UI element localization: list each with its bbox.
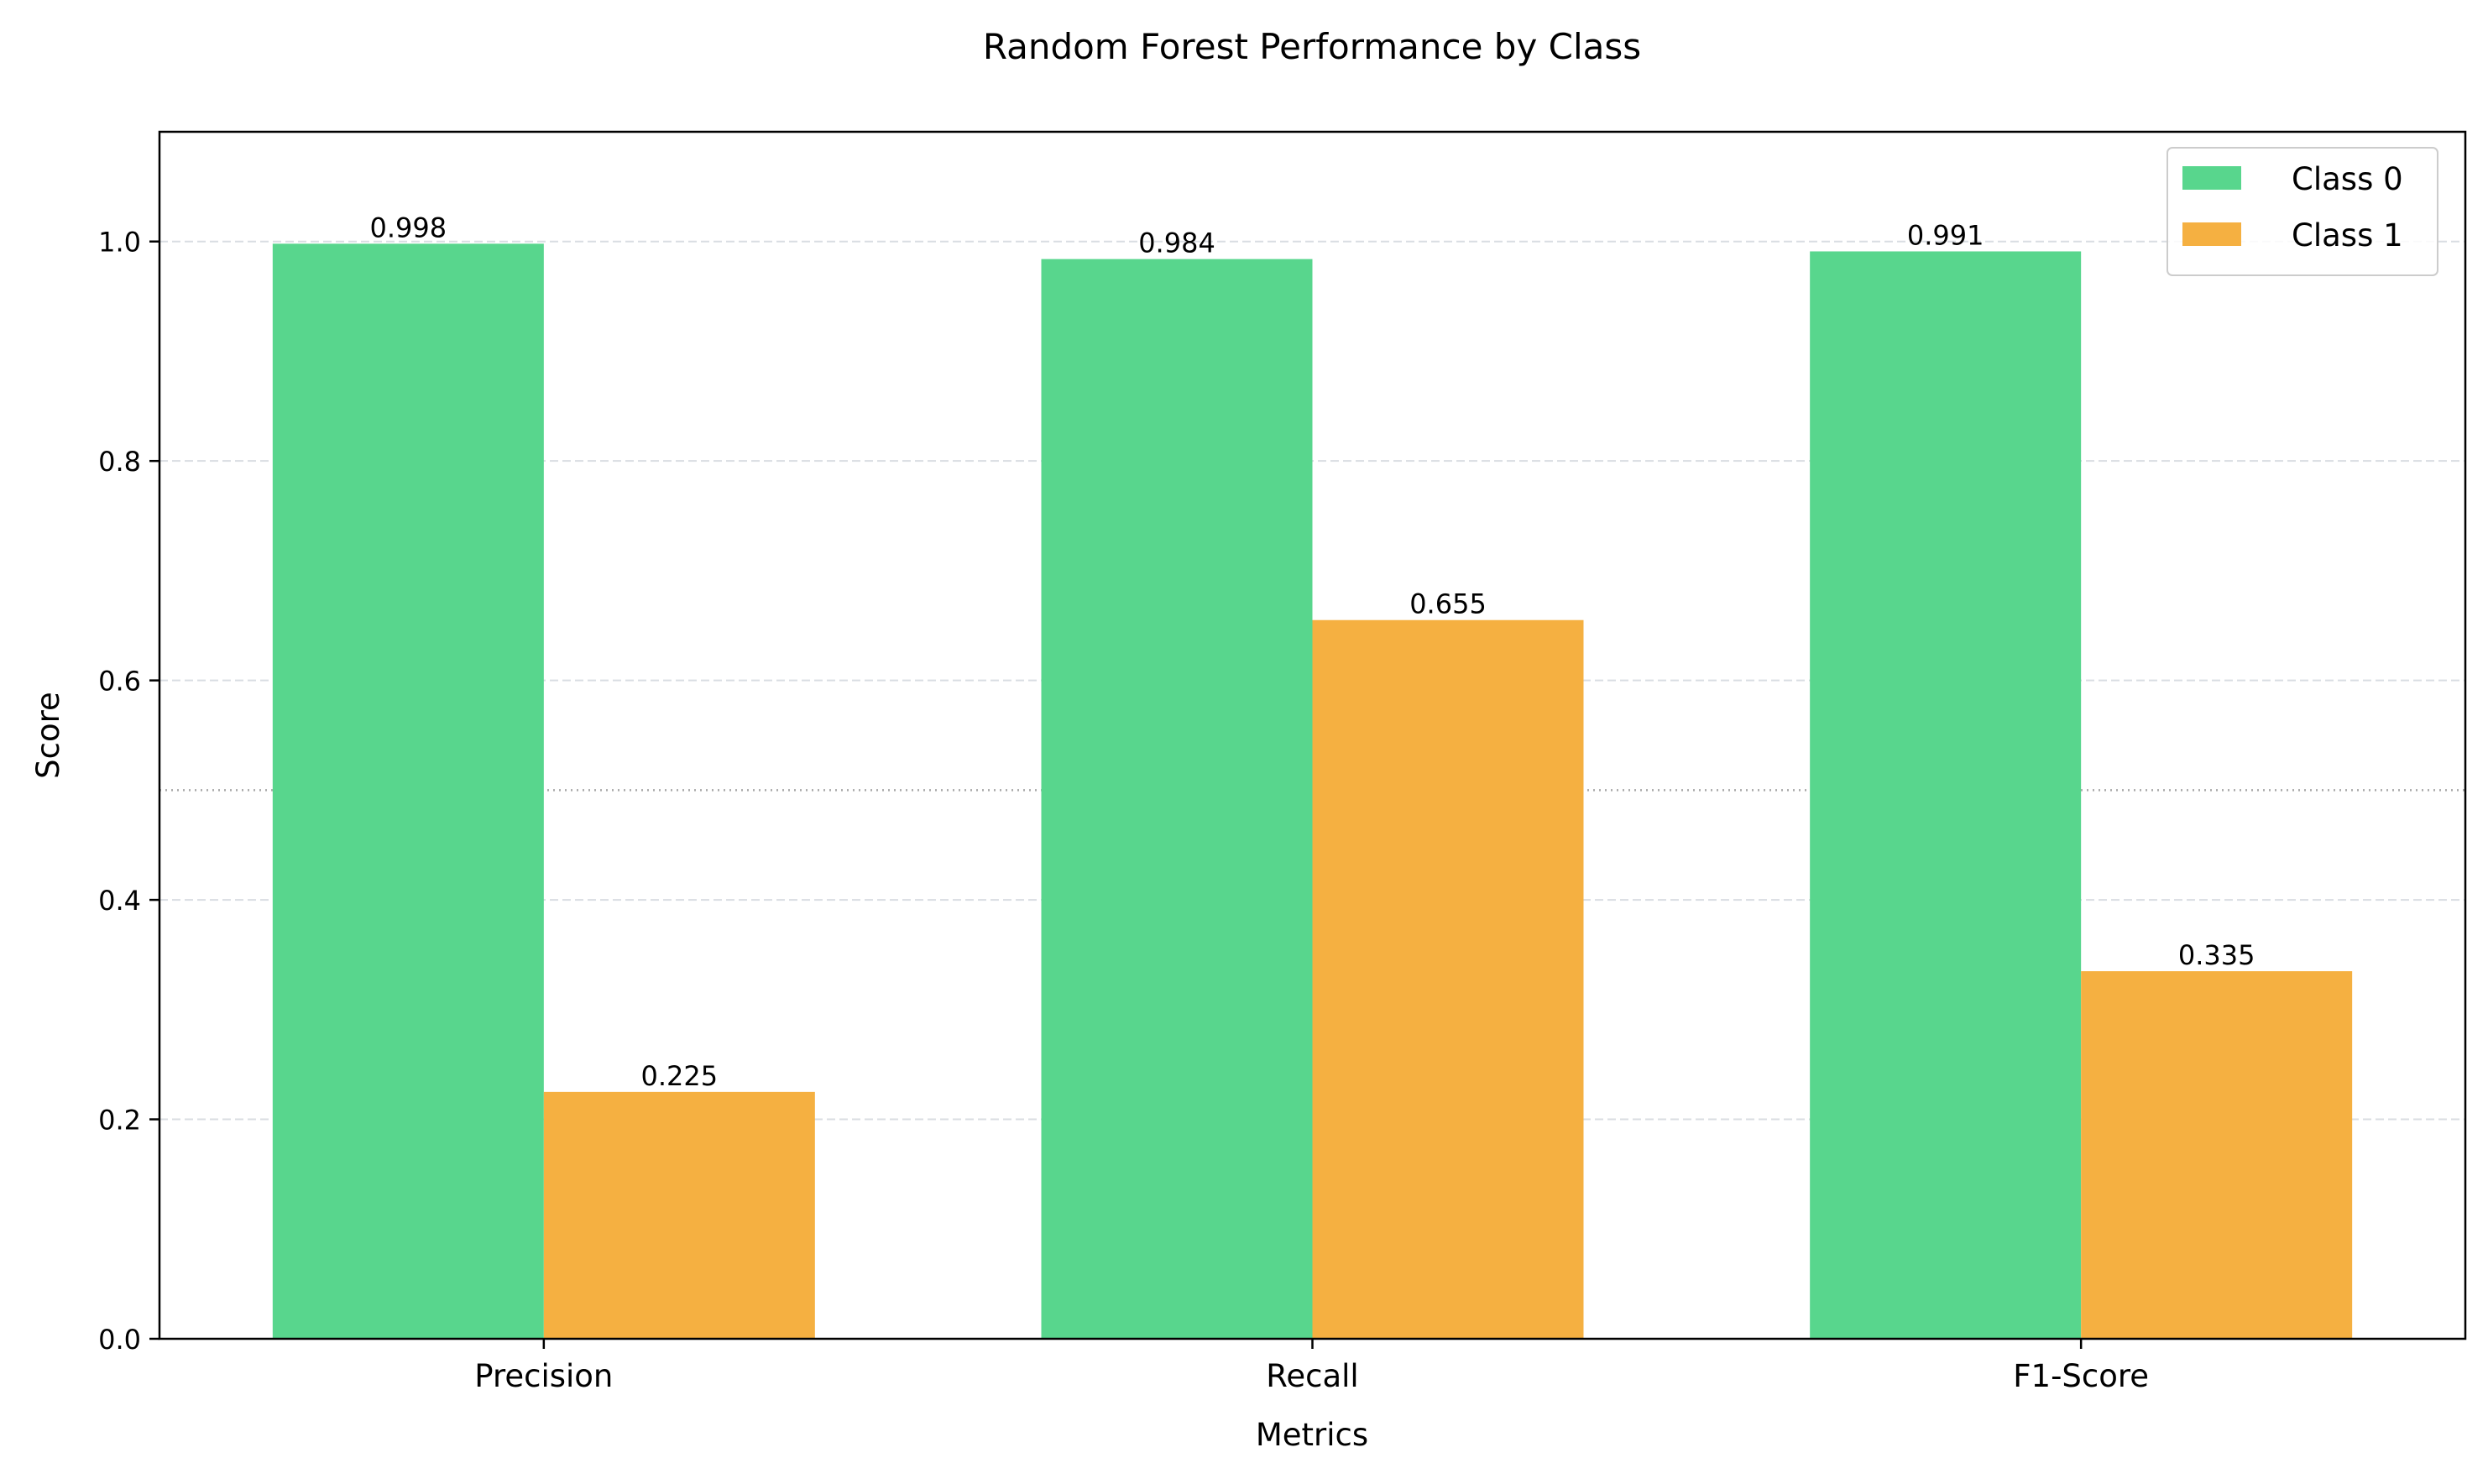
x-tick-label: Precision [474, 1358, 613, 1394]
legend-swatch [2182, 166, 2241, 190]
chart-title: Random Forest Performance by Class [983, 26, 1641, 67]
y-axis-label: Score [30, 692, 66, 779]
x-tick-label: F1-Score [2013, 1358, 2149, 1394]
y-tick-label: 0.6 [98, 666, 141, 698]
bar-value-label: 0.335 [2178, 939, 2255, 971]
y-tick-label: 0.4 [98, 885, 141, 917]
bar [1041, 259, 1313, 1339]
bar [1312, 619, 1584, 1339]
x-tick-label: Recall [1266, 1358, 1358, 1394]
legend-label: Class 1 [2292, 217, 2403, 253]
bar-value-label: 0.984 [1138, 227, 1215, 259]
bar-value-label: 0.991 [1907, 219, 1984, 251]
legend-swatch [2182, 222, 2241, 246]
bar [1810, 251, 2082, 1340]
bar [543, 1091, 815, 1339]
x-axis-label: Metrics [1256, 1417, 1368, 1453]
bar [272, 243, 544, 1340]
legend: Class 0 Class 1 [2167, 147, 2438, 276]
y-tick-label: 0.2 [98, 1105, 141, 1137]
legend-label: Class 0 [2292, 161, 2403, 197]
bar-value-label: 0.655 [1409, 588, 1487, 620]
bar-value-label: 0.998 [370, 212, 447, 243]
y-tick-label: 1.0 [98, 227, 141, 259]
bar-value-label: 0.225 [641, 1060, 719, 1092]
y-tick-label: 0.0 [98, 1324, 141, 1356]
bar [2081, 971, 2353, 1339]
y-tick-label: 0.8 [98, 446, 141, 478]
